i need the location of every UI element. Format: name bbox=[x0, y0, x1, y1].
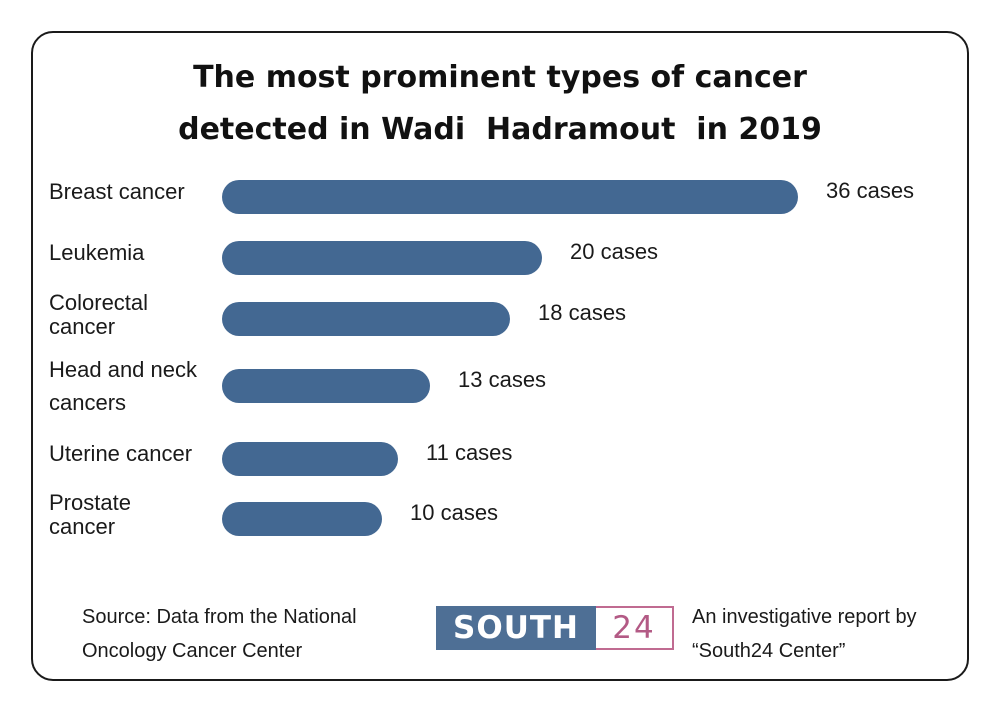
report-credit: An investigative report by “South24 Cent… bbox=[692, 600, 962, 668]
category-label-5-1: cancer bbox=[49, 514, 115, 539]
credit-line-1: An investigative report by bbox=[692, 606, 917, 628]
bar-5 bbox=[222, 502, 382, 536]
value-label-1: 20 cases bbox=[570, 239, 658, 264]
value-label-0: 36 cases bbox=[826, 178, 914, 203]
category-label-1-0: Leukemia bbox=[49, 240, 145, 265]
category-label-3-0: Head and neck bbox=[49, 357, 198, 382]
category-label-0-0: Breast cancer bbox=[49, 179, 185, 204]
chart-frame bbox=[31, 31, 969, 681]
value-label-4: 11 cases bbox=[426, 440, 512, 465]
category-label-2-0: Colorectal bbox=[49, 290, 148, 315]
value-label-5: 10 cases bbox=[410, 500, 498, 525]
chart-title-line-2: detected in Wadi Hadramout in 2019 bbox=[178, 112, 822, 147]
category-label-4-0: Uterine cancer bbox=[49, 441, 192, 466]
category-label-5-0: Prostate bbox=[49, 490, 131, 515]
bar-3 bbox=[222, 369, 430, 403]
source-line-2: Oncology Cancer Center bbox=[82, 640, 303, 662]
category-label-2-1: cancer bbox=[49, 314, 115, 339]
south24-logo: SOUTH 24 bbox=[436, 606, 674, 650]
credit-line-2: “South24 Center” bbox=[692, 640, 846, 662]
bar-0 bbox=[222, 180, 798, 214]
value-label-3: 13 cases bbox=[458, 367, 546, 392]
value-label-2: 18 cases bbox=[538, 300, 626, 325]
category-label-3-1: cancers bbox=[49, 390, 126, 415]
source-line-1: Source: Data from the National bbox=[82, 606, 357, 628]
chart-title-line-1: The most prominent types of cancer bbox=[193, 60, 807, 95]
chart-title: The most prominent types of cancer detec… bbox=[0, 52, 1000, 156]
logo-main-text: SOUTH bbox=[436, 606, 596, 650]
bar-4 bbox=[222, 442, 398, 476]
bar-1 bbox=[222, 241, 542, 275]
logo-number-text: 24 bbox=[596, 606, 674, 650]
bar-2 bbox=[222, 302, 510, 336]
source-note: Source: Data from the National Oncology … bbox=[82, 600, 402, 668]
